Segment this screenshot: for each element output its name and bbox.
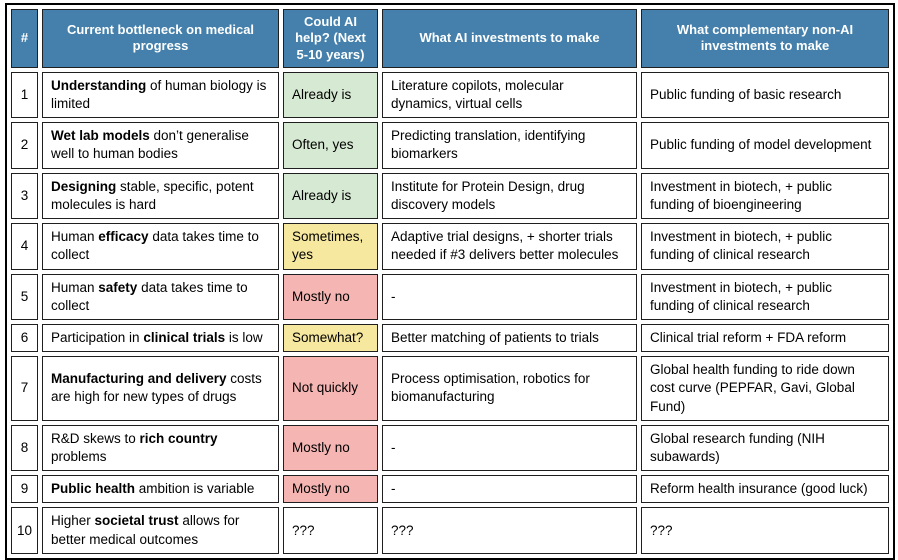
table-row: 3 Designing stable, specific, potent mole…: [11, 172, 889, 220]
non-ai-investment-cell: ???: [641, 507, 889, 554]
bottleneck-cell: Understanding of human biology is limite…: [42, 71, 279, 119]
ai-investment-cell: Institute for Protein Design, drug disco…: [382, 172, 637, 220]
ai-help-status-cell: Mostly no: [283, 273, 378, 320]
ai-help-status-cell: Often, yes: [283, 122, 378, 169]
ai-investment-cell: Better matching of patients to trials: [382, 323, 637, 353]
ai-help-status-cell: ???: [283, 507, 378, 554]
bottleneck-cell: Participation in clinical trials is low: [42, 323, 279, 353]
non-ai-investment-cell: Public funding of model development: [641, 122, 889, 169]
bottleneck-cell: Public health ambition is variable: [42, 475, 279, 504]
table-row: 10 Higher societal trust allows for bette…: [11, 507, 889, 554]
table-row: 8 R&D skews to rich country problems Mostl…: [11, 424, 889, 472]
ai-help-status-cell: Not quickly: [283, 356, 378, 421]
table-row: 2 Wet lab models don’t generalise well to…: [11, 122, 889, 169]
bottleneck-cell: R&D skews to rich country problems: [42, 424, 279, 472]
non-ai-investment-cell: Reform health insurance (good luck): [641, 475, 889, 504]
row-number-cell: 1: [11, 71, 38, 119]
row-number-cell: 4: [11, 223, 38, 270]
ai-help-status-cell: Somewhat?: [283, 323, 378, 353]
bottleneck-cell: Human safety data takes time to collect: [42, 273, 279, 320]
row-number-cell: 6: [11, 323, 38, 353]
ai-investment-cell: Process optimisation, robotics for bioma…: [382, 356, 637, 421]
bottleneck-cell: Human efficacy data takes time to collec…: [42, 223, 279, 270]
col-header-non-ai-investments: What complementary non-AI investments to…: [641, 9, 889, 68]
ai-investment-cell: Literature copilots, molecular dynamics,…: [382, 71, 637, 119]
bottleneck-cell: Wet lab models don’t generalise well to …: [42, 122, 279, 169]
ai-investment-cell: -: [382, 475, 637, 504]
row-number-cell: 5: [11, 273, 38, 320]
non-ai-investment-cell: Public funding of basic research: [641, 71, 889, 119]
page: # Current bottleneck on medical progress…: [5, 3, 895, 560]
ai-help-status-cell: Sometimes, yes: [283, 223, 378, 270]
ai-help-status-cell: Already is: [283, 71, 378, 119]
row-number-cell: 8: [11, 424, 38, 472]
ai-help-status-cell: Already is: [283, 172, 378, 220]
col-header-num: #: [11, 9, 38, 68]
non-ai-investment-cell: Investment in biotech, + public funding …: [641, 223, 889, 270]
row-number-cell: 10: [11, 507, 38, 554]
non-ai-investment-cell: Investment in biotech, + public funding …: [641, 172, 889, 220]
table-row: 4 Human efficacy data takes time to colle…: [11, 223, 889, 270]
ai-investment-cell: Predicting translation, identifying biom…: [382, 122, 637, 169]
non-ai-investment-cell: Global research funding (NIH subawards): [641, 424, 889, 472]
table-header: # Current bottleneck on medical progress…: [11, 9, 889, 68]
row-number-cell: 3: [11, 172, 38, 220]
ai-help-status-cell: Mostly no: [283, 475, 378, 504]
table-row: 6 Participation in clinical trials is low…: [11, 323, 889, 353]
non-ai-investment-cell: Clinical trial reform + FDA reform: [641, 323, 889, 353]
ai-investment-cell: Adaptive trial designs, + shorter trials…: [382, 223, 637, 270]
bottleneck-cell: Manufacturing and delivery costs are hig…: [42, 356, 279, 421]
bottleneck-cell: Higher societal trust allows for better …: [42, 507, 279, 554]
bottleneck-cell: Designing stable, specific, potent molec…: [42, 172, 279, 220]
col-header-ai-investments: What AI investments to make: [382, 9, 637, 68]
non-ai-investment-cell: Investment in biotech, + public funding …: [641, 273, 889, 320]
table-row: 7 Manufacturing and delivery costs are hi…: [11, 356, 889, 421]
ai-investment-cell: -: [382, 424, 637, 472]
non-ai-investment-cell: Global health funding to ride down cost …: [641, 356, 889, 421]
header-row: # Current bottleneck on medical progress…: [11, 9, 889, 68]
col-header-ai-help: Could AI help? (Next 5-10 years): [283, 9, 378, 68]
row-number-cell: 7: [11, 356, 38, 421]
ai-help-status-cell: Mostly no: [283, 424, 378, 472]
ai-investment-cell: -: [382, 273, 637, 320]
bottlenecks-table: # Current bottleneck on medical progress…: [5, 3, 895, 560]
table-body: 1 Understanding of human biology is limit…: [11, 71, 889, 554]
row-number-cell: 2: [11, 122, 38, 169]
ai-investment-cell: ???: [382, 507, 637, 554]
table-row: 5 Human safety data takes time to collect…: [11, 273, 889, 320]
table-row: 1 Understanding of human biology is limit…: [11, 71, 889, 119]
table-row: 9 Public health ambition is variable Mostl…: [11, 475, 889, 504]
col-header-bottleneck: Current bottleneck on medical progress: [42, 9, 279, 68]
row-number-cell: 9: [11, 475, 38, 504]
